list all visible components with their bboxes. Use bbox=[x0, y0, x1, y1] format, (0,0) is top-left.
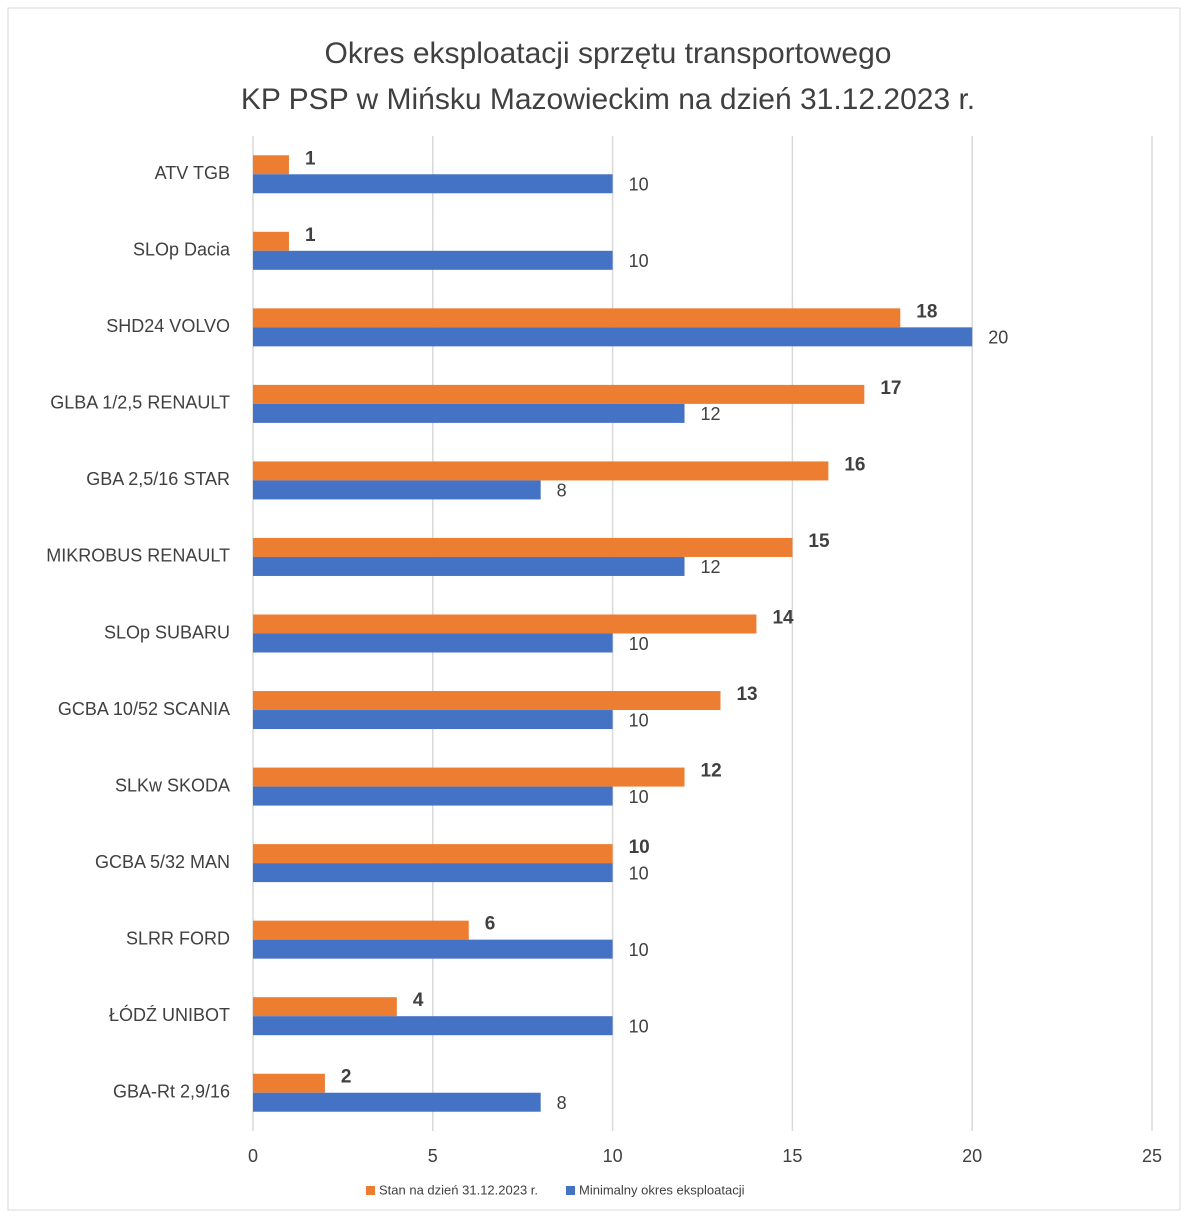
bar bbox=[253, 461, 829, 481]
x-tick-label: 10 bbox=[603, 1146, 623, 1166]
bar bbox=[253, 384, 865, 404]
x-tick-label: 15 bbox=[782, 1146, 802, 1166]
y-tick-label: ATV TGB bbox=[155, 163, 230, 183]
data-label: 13 bbox=[736, 684, 757, 705]
x-tick-label: 5 bbox=[428, 1146, 438, 1166]
bar bbox=[253, 556, 685, 576]
bar bbox=[253, 308, 901, 328]
data-label: 17 bbox=[880, 378, 901, 399]
data-label: 14 bbox=[772, 608, 794, 629]
x-tick-label: 20 bbox=[962, 1146, 982, 1166]
legend-swatch bbox=[366, 1186, 375, 1195]
data-label: 10 bbox=[629, 787, 649, 807]
data-label: 1 bbox=[305, 148, 316, 169]
legend-label: Stan na dzień 31.12.2023 r. bbox=[379, 1182, 538, 1197]
y-tick-label: ŁÓDŹ UNIBOT bbox=[109, 1004, 230, 1025]
x-tick-label: 0 bbox=[248, 1146, 258, 1166]
bar bbox=[253, 1073, 325, 1093]
data-label: 18 bbox=[916, 301, 937, 322]
data-label: 10 bbox=[629, 940, 649, 960]
bar bbox=[253, 231, 289, 251]
bar bbox=[253, 691, 721, 711]
data-label: 10 bbox=[629, 634, 649, 654]
data-label: 15 bbox=[808, 531, 830, 552]
bar bbox=[253, 863, 613, 883]
bar bbox=[253, 633, 613, 653]
data-label: 10 bbox=[629, 863, 649, 883]
data-label: 10 bbox=[629, 175, 649, 195]
bar bbox=[253, 997, 397, 1017]
chart-frame bbox=[7, 7, 1181, 1211]
data-label: 1 bbox=[305, 225, 316, 246]
chart-title: KP PSP w Mińsku Mazowieckim na dzień 31.… bbox=[241, 83, 975, 116]
data-label: 12 bbox=[701, 761, 722, 782]
data-label: 6 bbox=[485, 914, 496, 935]
y-tick-label: GLBA 1/2,5 RENAULT bbox=[50, 393, 230, 413]
bar bbox=[253, 710, 613, 730]
data-label: 10 bbox=[629, 251, 649, 271]
y-tick-label: SLOp SUBARU bbox=[104, 622, 230, 642]
bar bbox=[253, 155, 289, 175]
bar bbox=[253, 1016, 613, 1036]
legend-label: Minimalny okres eksploatacji bbox=[579, 1182, 745, 1197]
legend-swatch bbox=[566, 1186, 576, 1195]
y-tick-label: GCBA 5/32 MAN bbox=[95, 852, 230, 872]
bar bbox=[253, 250, 613, 270]
data-label: 10 bbox=[629, 710, 649, 730]
bar bbox=[253, 920, 469, 940]
data-label: 10 bbox=[629, 1016, 649, 1036]
bar bbox=[253, 1092, 541, 1112]
y-tick-label: GBA 2,5/16 STAR bbox=[86, 469, 230, 489]
y-tick-label: SLKw SKODA bbox=[115, 775, 230, 795]
x-tick-label: 25 bbox=[1142, 1146, 1162, 1166]
y-tick-label: MIKROBUS RENAULT bbox=[46, 546, 230, 566]
bar bbox=[253, 939, 613, 959]
bar bbox=[253, 614, 757, 634]
data-label: 10 bbox=[629, 837, 650, 858]
y-tick-label: SLRR FORD bbox=[126, 928, 230, 948]
y-tick-label: SHD24 VOLVO bbox=[106, 316, 230, 336]
y-tick-label: GCBA 10/52 SCANIA bbox=[58, 699, 230, 719]
y-tick-label: GBA-Rt 2,9/16 bbox=[113, 1081, 230, 1101]
bar bbox=[253, 767, 685, 787]
data-label: 2 bbox=[341, 1067, 352, 1088]
y-tick-label: SLOp Dacia bbox=[133, 240, 231, 260]
bar bbox=[253, 403, 685, 423]
data-label: 4 bbox=[413, 990, 424, 1011]
data-label: 20 bbox=[988, 328, 1008, 348]
data-label: 16 bbox=[844, 454, 865, 475]
data-label: 12 bbox=[701, 557, 721, 577]
bar bbox=[253, 174, 613, 194]
data-label: 8 bbox=[557, 481, 567, 501]
bar bbox=[253, 844, 613, 864]
bar bbox=[253, 327, 973, 347]
bar bbox=[253, 786, 613, 806]
bar bbox=[253, 480, 541, 500]
data-label: 12 bbox=[701, 404, 721, 424]
chart-title: Okres eksploatacji sprzętu transportoweg… bbox=[325, 37, 892, 70]
bar bbox=[253, 537, 793, 557]
data-label: 8 bbox=[557, 1093, 567, 1113]
